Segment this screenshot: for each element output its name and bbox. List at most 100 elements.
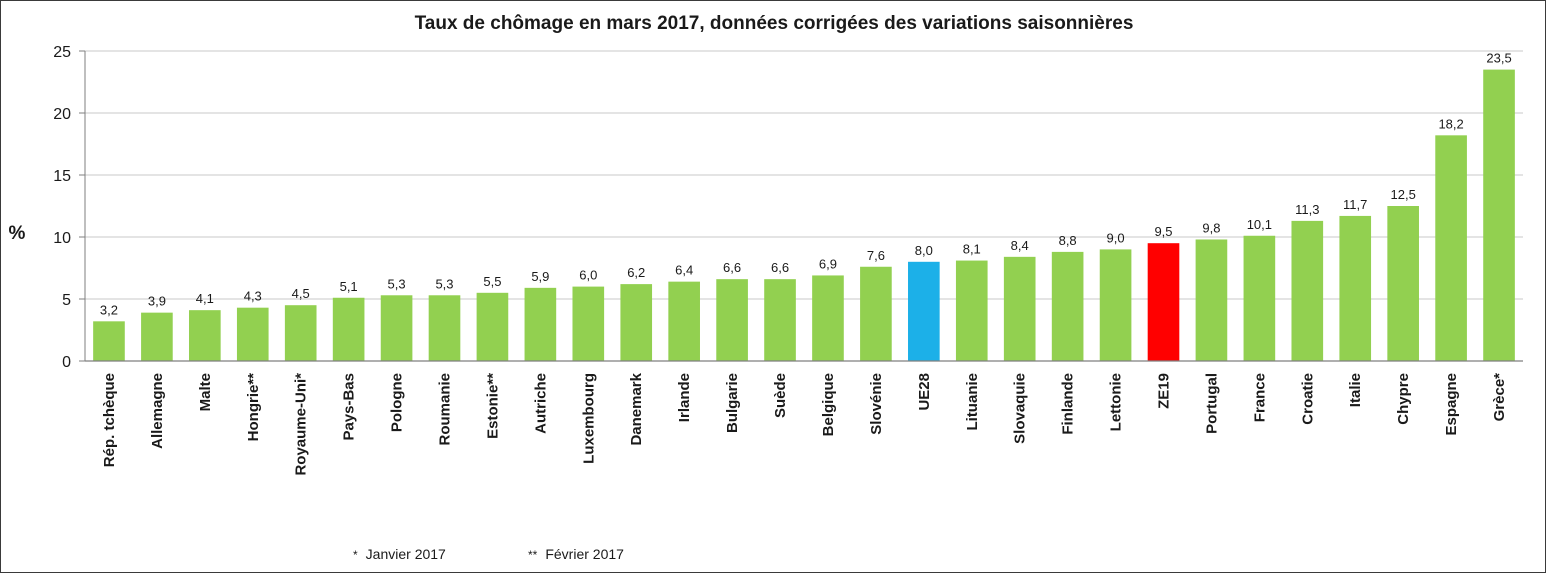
bar-8: [476, 292, 509, 361]
y-tick-label: 20: [53, 106, 71, 123]
bar-20: [1051, 251, 1084, 361]
x-tick-label: Portugal: [1203, 373, 1220, 434]
x-tick-label: Allemagne: [149, 373, 166, 449]
x-tick-label: Autriche: [532, 373, 549, 434]
x-tick-label: Croatie: [1299, 373, 1316, 425]
axes: [84, 51, 1523, 362]
x-tick-label: Chypre: [1395, 373, 1412, 425]
value-labels: 3,2 3,9 4,1 4,3 4,5 5,1 5,3 5,3 5,5 5,9 6,0 6,2 6,4 6…: [100, 51, 1512, 318]
bar-5: [332, 297, 365, 361]
bar-29: [1483, 69, 1515, 361]
value-label: 5,9: [531, 269, 549, 284]
footnote-0: * Janvier 2017: [353, 546, 446, 562]
footnote-mark: **: [528, 548, 538, 562]
bar-21: [1099, 249, 1132, 361]
footnotes: * Janvier 2017 ** Février 2017: [353, 546, 624, 562]
y-tick-label: 25: [53, 44, 71, 61]
value-label: 6,6: [771, 260, 789, 275]
value-label: 6,2: [627, 265, 645, 280]
x-tick-label: Italie: [1347, 373, 1364, 407]
bar-12: [668, 281, 700, 361]
value-label: 11,7: [1343, 197, 1367, 212]
y-tick-labels: 0 5 10 15 20 25: [53, 44, 71, 371]
value-label: 4,3: [244, 289, 262, 304]
value-label: 6,9: [819, 256, 837, 271]
x-tick-label: Bulgarie: [724, 373, 741, 433]
bar-2: [189, 310, 221, 361]
x-tick-label: Malte: [197, 373, 214, 411]
value-label: 5,3: [435, 276, 453, 291]
footnote-mark: *: [353, 548, 358, 562]
bar-19: [1003, 256, 1036, 361]
value-label: 5,1: [340, 279, 358, 294]
y-tick-label: 0: [62, 354, 71, 371]
value-label: 3,2: [100, 302, 118, 317]
bar-14: [764, 279, 796, 361]
x-tick-label: Pays-Bas: [341, 373, 358, 441]
x-tick-label: Estonie**: [484, 373, 501, 439]
x-tick-labels: Rép. tchèque Allemagne Malte Hongrie** Royau…: [101, 372, 1508, 475]
bar-13: [716, 279, 748, 361]
bar-16: [860, 266, 892, 361]
x-tick-label: ZE19: [1156, 373, 1173, 409]
bar-17: [908, 261, 940, 361]
bar-26: [1339, 215, 1372, 361]
value-label: 6,6: [723, 260, 741, 275]
x-tick-label: Finlande: [1060, 373, 1077, 435]
bar-0: [93, 321, 125, 361]
x-tick-label: Rép. tchèque: [101, 373, 118, 467]
x-tick-label: UE28: [916, 373, 933, 411]
value-label: 12,5: [1391, 187, 1416, 202]
value-label: 8,8: [1059, 233, 1077, 248]
bar-9: [524, 287, 557, 361]
bar-27: [1387, 206, 1419, 361]
x-tick-label: Slovénie: [868, 373, 885, 435]
y-tick-label: 10: [53, 230, 71, 247]
bar-23: [1195, 239, 1228, 361]
y-tick-label: 5: [62, 292, 71, 309]
x-tick-label: Hongrie**: [245, 373, 262, 442]
value-label: 5,5: [483, 274, 501, 289]
x-tick-label: Lituanie: [964, 373, 981, 431]
x-tick-label: Luxembourg: [580, 373, 597, 464]
x-tick-label: Espagne: [1443, 373, 1460, 436]
bar-11: [620, 284, 653, 361]
x-tick-label: Irlande: [676, 373, 693, 422]
value-label: 4,1: [196, 291, 214, 306]
bar-7: [428, 295, 461, 361]
value-label: 9,0: [1107, 230, 1125, 245]
x-tick-label: Suède: [772, 373, 789, 418]
value-label: 6,0: [579, 268, 597, 283]
bars: [93, 69, 1515, 361]
value-label: 7,6: [867, 248, 885, 263]
value-label: 8,1: [963, 242, 981, 257]
bar-15: [812, 275, 844, 361]
value-label: 23,5: [1486, 51, 1511, 66]
footnote-text: Février 2017: [545, 546, 624, 562]
value-label: 3,9: [148, 294, 166, 309]
value-label: 9,8: [1202, 220, 1220, 235]
y-axis-label: %: [9, 223, 26, 244]
x-tick-label: Grèce*: [1491, 373, 1508, 422]
value-label: 18,2: [1438, 116, 1463, 131]
bar-3: [236, 307, 269, 361]
value-label: 8,4: [1011, 238, 1029, 253]
value-label: 4,5: [292, 286, 310, 301]
bar-24: [1243, 235, 1276, 361]
x-tick-label: Danemark: [628, 372, 645, 445]
x-tick-label: Lettonie: [1108, 373, 1125, 431]
x-tick-label: Roumanie: [437, 373, 454, 446]
bar-10: [572, 286, 605, 361]
value-label: 11,3: [1295, 202, 1319, 217]
bar-25: [1291, 220, 1324, 361]
value-label: 6,4: [675, 263, 693, 278]
x-tick-label: Pologne: [389, 373, 406, 432]
bar-1: [141, 312, 173, 361]
footnote-text: Janvier 2017: [366, 546, 446, 562]
x-tick-label: Royaume-Uni*: [293, 373, 310, 476]
value-label: 5,3: [388, 276, 406, 291]
bar-6: [380, 295, 413, 361]
value-label: 10,1: [1247, 217, 1272, 232]
